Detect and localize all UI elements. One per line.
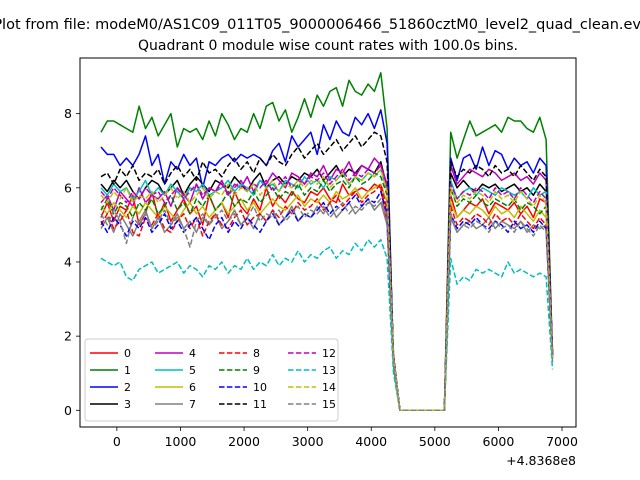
figure-suptitle: Plot from file: modeM0/AS1C09_011T05_900… [0, 17, 640, 33]
series-line-14 [100, 168, 554, 412]
x-tick-label: 4000 [355, 434, 387, 449]
series-line-2 [100, 109, 554, 412]
legend-box [84, 338, 339, 422]
series-line-11 [100, 131, 554, 412]
legend-label-6: 6 [189, 381, 196, 394]
legend-label-3: 3 [124, 398, 131, 411]
legend-label-14: 14 [322, 381, 336, 394]
series-line-1 [100, 72, 554, 412]
y-tick-label: 2 [64, 329, 72, 344]
x-tick-label: 7000 [546, 434, 578, 449]
axes-frame [79, 57, 577, 428]
legend-label-9: 9 [253, 364, 260, 377]
series-line-0 [100, 183, 554, 412]
x-tick-label: 2000 [228, 434, 260, 449]
legend-label-8: 8 [253, 347, 260, 360]
legend-label-15: 15 [322, 398, 336, 411]
legend-label-5: 5 [189, 364, 196, 377]
legend-label-11: 11 [253, 398, 267, 411]
legend-label-0: 0 [124, 347, 131, 360]
legend-label-13: 13 [322, 364, 336, 377]
legend-label-1: 1 [124, 364, 131, 377]
legend-label-12: 12 [322, 347, 336, 360]
x-tick-label: 5000 [419, 434, 451, 449]
x-tick-label: 6000 [483, 434, 515, 449]
legend-label-7: 7 [189, 398, 196, 411]
x-tick-label: 0 [113, 434, 121, 449]
x-axis: 0 1000 2000 3000 4000 5000 6000 7000 [113, 427, 578, 449]
series-line-10 [100, 190, 554, 412]
plot-lines [100, 72, 554, 412]
x-offset-label: +4.8368e8 [506, 453, 576, 468]
series-line-12 [100, 164, 554, 412]
legend-label-4: 4 [189, 347, 196, 360]
y-axis: 0 2 4 6 8 [64, 106, 80, 418]
chart-title: Quadrant 0 module wise count rates with … [138, 38, 518, 54]
series-line-13 [100, 238, 554, 412]
y-tick-label: 6 [64, 180, 72, 195]
series-line-15 [100, 198, 554, 412]
legend-label-10: 10 [253, 381, 267, 394]
y-tick-label: 4 [64, 254, 72, 269]
x-tick-label: 1000 [165, 434, 197, 449]
series-line-6 [100, 183, 554, 412]
y-tick-label: 8 [64, 106, 72, 121]
y-tick-label: 0 [64, 403, 72, 418]
x-tick-label: 3000 [292, 434, 324, 449]
series-line-9 [100, 172, 554, 412]
series-line-3 [100, 161, 554, 412]
legend-label-2: 2 [124, 381, 131, 394]
